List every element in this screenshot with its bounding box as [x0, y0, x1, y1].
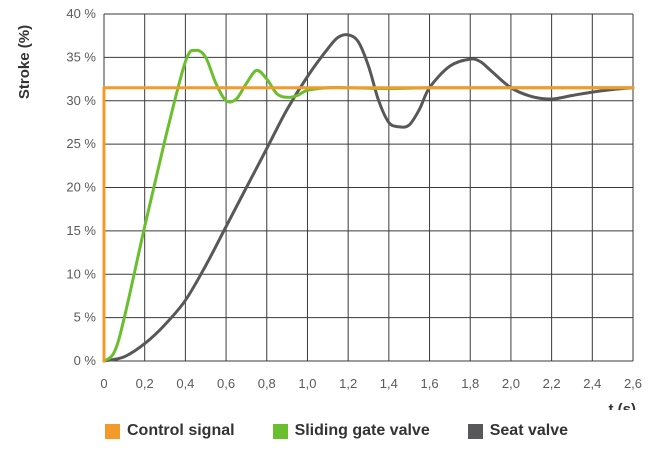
x-tick-label: 1,2 [339, 376, 357, 391]
y-tick-label: 5 % [74, 310, 97, 325]
x-tick-labels: 0 0,2 0,4 0,6 0,8 1,0 1,2 1,4 1,6 1,8 2,0 2,2 2,4 2,6 [100, 376, 642, 391]
series-line-sliding-gate-valve [102, 48, 635, 363]
y-tick-labels: 0 % 5 % 10 % 15 % 20 % 25 % 30 % 35 % 40 % [66, 6, 96, 368]
x-tick-label: 2,0 [502, 376, 520, 391]
grid [103, 13, 634, 362]
x-tick-label: 2,6 [624, 376, 642, 391]
x-tick-label: 2,2 [543, 376, 561, 391]
x-tick-label: 1,8 [461, 376, 479, 391]
x-tick-label: 1,4 [380, 376, 398, 391]
y-axis-title: Stroke (%) [16, 25, 33, 99]
legend-item-seat-valve: Seat valve [467, 422, 568, 440]
series-line-control-signal [102, 86, 635, 363]
legend-label: Sliding gate valve [294, 422, 430, 439]
x-axis-title: t (s) [609, 401, 637, 410]
y-tick-label: 0 % [74, 353, 97, 368]
x-tick-label: 0,8 [258, 376, 276, 391]
x-tick-label: 0,2 [136, 376, 154, 391]
x-tick-label: 0,6 [217, 376, 235, 391]
x-tick-label: 0,4 [176, 376, 194, 391]
x-tick-label: 1,6 [420, 376, 438, 391]
y-tick-label: 20 % [66, 180, 96, 195]
y-tick-label: 10 % [66, 266, 96, 281]
y-tick-label: 40 % [66, 6, 96, 21]
legend-swatch-control-signal [105, 423, 120, 439]
y-tick-label: 30 % [66, 93, 96, 108]
y-tick-label: 15 % [66, 223, 96, 238]
legend: Control signal Sliding gate valve Seat v… [105, 422, 568, 440]
x-tick-label: 1,0 [298, 376, 316, 391]
x-tick-label: 2,4 [583, 376, 601, 391]
series-layer [102, 33, 635, 363]
x-tick-label: 0 [100, 376, 107, 391]
line-chart: 0 %5 %10 %15 %20 %25 %30 %35 %40 % 0 0,2 0… [16, 6, 642, 418]
legend-label: Seat valve [489, 422, 568, 439]
series-line-seat-valve [102, 33, 635, 363]
legend-swatch-seat-valve [467, 423, 483, 439]
y-tick-label: 35 % [66, 49, 96, 64]
legend-swatch-sliding-gate-valve [272, 423, 288, 439]
legend-item-control-signal: Control signal [105, 422, 235, 440]
legend-label: Control signal [127, 422, 235, 439]
legend-item-sliding-gate-valve: Sliding gate valve [272, 422, 430, 440]
y-tick-label: 25 % [66, 136, 96, 151]
